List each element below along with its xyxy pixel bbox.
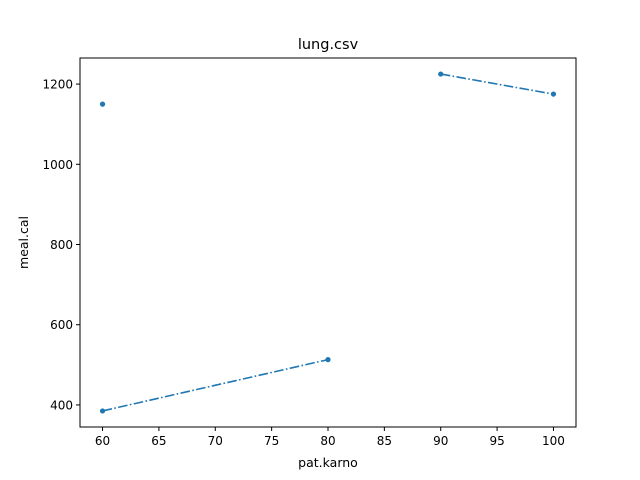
x-tick-label: 90 [433,434,448,448]
y-axis-ticks: 400 600 800 1000 1200 [42,78,80,412]
data-point [99,101,106,107]
x-tick-label: 95 [489,434,504,448]
x-tick-label: 75 [264,434,279,448]
y-tick-label: 1200 [42,78,73,92]
x-tick-label: 100 [542,434,565,448]
x-axis-label: pat.karno [298,455,358,470]
x-tick-label: 85 [377,434,392,448]
series-line [102,358,329,412]
series-line [440,73,554,95]
x-tick-label: 60 [95,434,110,448]
y-tick-label: 600 [50,318,73,332]
x-axis-ticks: 60 65 70 75 80 85 90 95 100 [95,427,565,448]
data-point [438,71,444,77]
y-axis-label: meal.cal [16,216,31,269]
y-tick-label: 400 [50,398,73,412]
y-tick-label: 1000 [42,158,73,172]
data-point [99,408,106,414]
data-point [325,357,331,363]
axes-frame [79,57,577,428]
x-tick-label: 70 [208,434,223,448]
plot-area [99,71,557,414]
data-point [550,91,557,97]
y-tick-label: 800 [50,238,73,252]
x-tick-label: 80 [320,434,335,448]
chart-title: lung.csv [298,37,359,53]
x-tick-label: 65 [151,434,166,448]
